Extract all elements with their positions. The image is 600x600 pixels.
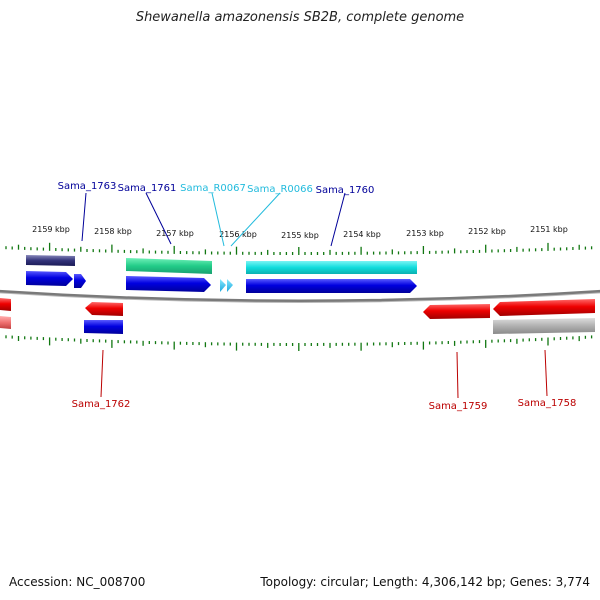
gene-label-sama-1759: Sama_1759 — [429, 401, 488, 412]
scale-label: 2158 kbp — [94, 227, 132, 236]
outer-features — [26, 255, 417, 274]
scale-label: 2154 kbp — [343, 230, 381, 239]
cds-sama-1760 — [246, 279, 417, 293]
leader-lines-top — [81, 192, 346, 247]
cds-sama-1763 — [26, 271, 73, 286]
rna-sama-r0066 — [227, 279, 233, 292]
scale-ticks-top — [5, 242, 593, 255]
gene-label-sama-1758: Sama_1758 — [518, 398, 577, 409]
scale-label: 2152 kbp — [468, 227, 506, 236]
leader-lines-bottom — [100, 349, 548, 399]
cds-sama-1763b — [74, 274, 86, 288]
cds-sama-1758 — [493, 299, 595, 316]
gene-labels-bottom: Sama_1762 Sama_1759 Sama_1758 — [72, 398, 577, 412]
scale-label: 2156 kbp — [219, 230, 257, 239]
gene-label-sama-r0067: Sama_R0067 — [180, 183, 246, 194]
inner-features — [0, 316, 595, 334]
cds-sama-1761 — [126, 276, 211, 292]
cds-left-edge — [0, 298, 11, 311]
cds-sama-1759 — [423, 304, 490, 319]
gene-label-sama-1761: Sama_1761 — [118, 183, 177, 194]
scale-ticks-bottom — [5, 335, 593, 351]
reverse-cds-track — [0, 298, 595, 319]
feature-sama-1758-grey — [493, 318, 595, 334]
gene-label-sama-1762: Sama_1762 — [72, 399, 131, 410]
scale-label: 2153 kbp — [406, 229, 444, 238]
scale-labels: 2159 kbp 2158 kbp 2157 kbp 2156 kbp 2155… — [32, 225, 568, 240]
scale-label: 2151 kbp — [530, 225, 568, 234]
topology-text: Topology: circular; Length: 4,306,142 bp… — [260, 575, 590, 589]
rna-sama-r0067 — [220, 279, 226, 292]
scale-label: 2157 kbp — [156, 229, 194, 238]
scale-label: 2159 kbp — [32, 225, 70, 234]
cds-sama-1762 — [85, 302, 123, 316]
genome-backbone — [0, 289, 600, 303]
accession-text: Accession: NC_008700 — [9, 575, 146, 589]
gene-label-sama-1763: Sama_1763 — [58, 181, 117, 192]
feature-cyan-block — [246, 261, 417, 274]
feature-sama-1762-blue — [84, 320, 123, 334]
gene-labels-top: Sama_1763 Sama_1761 Sama_R0067 Sama_R006… — [58, 181, 375, 196]
feature-green-block — [126, 258, 212, 274]
gene-label-sama-r0066: Sama_R0066 — [247, 184, 313, 195]
gene-label-sama-1760: Sama_1760 — [316, 185, 375, 196]
scale-label: 2155 kbp — [281, 231, 319, 240]
genome-title: Shewanella amazonensis SB2B, complete ge… — [135, 10, 465, 25]
feature-sama-1763-pseudo — [26, 255, 75, 266]
forward-cds-track — [26, 271, 417, 293]
feature-pink-edge — [0, 316, 11, 329]
